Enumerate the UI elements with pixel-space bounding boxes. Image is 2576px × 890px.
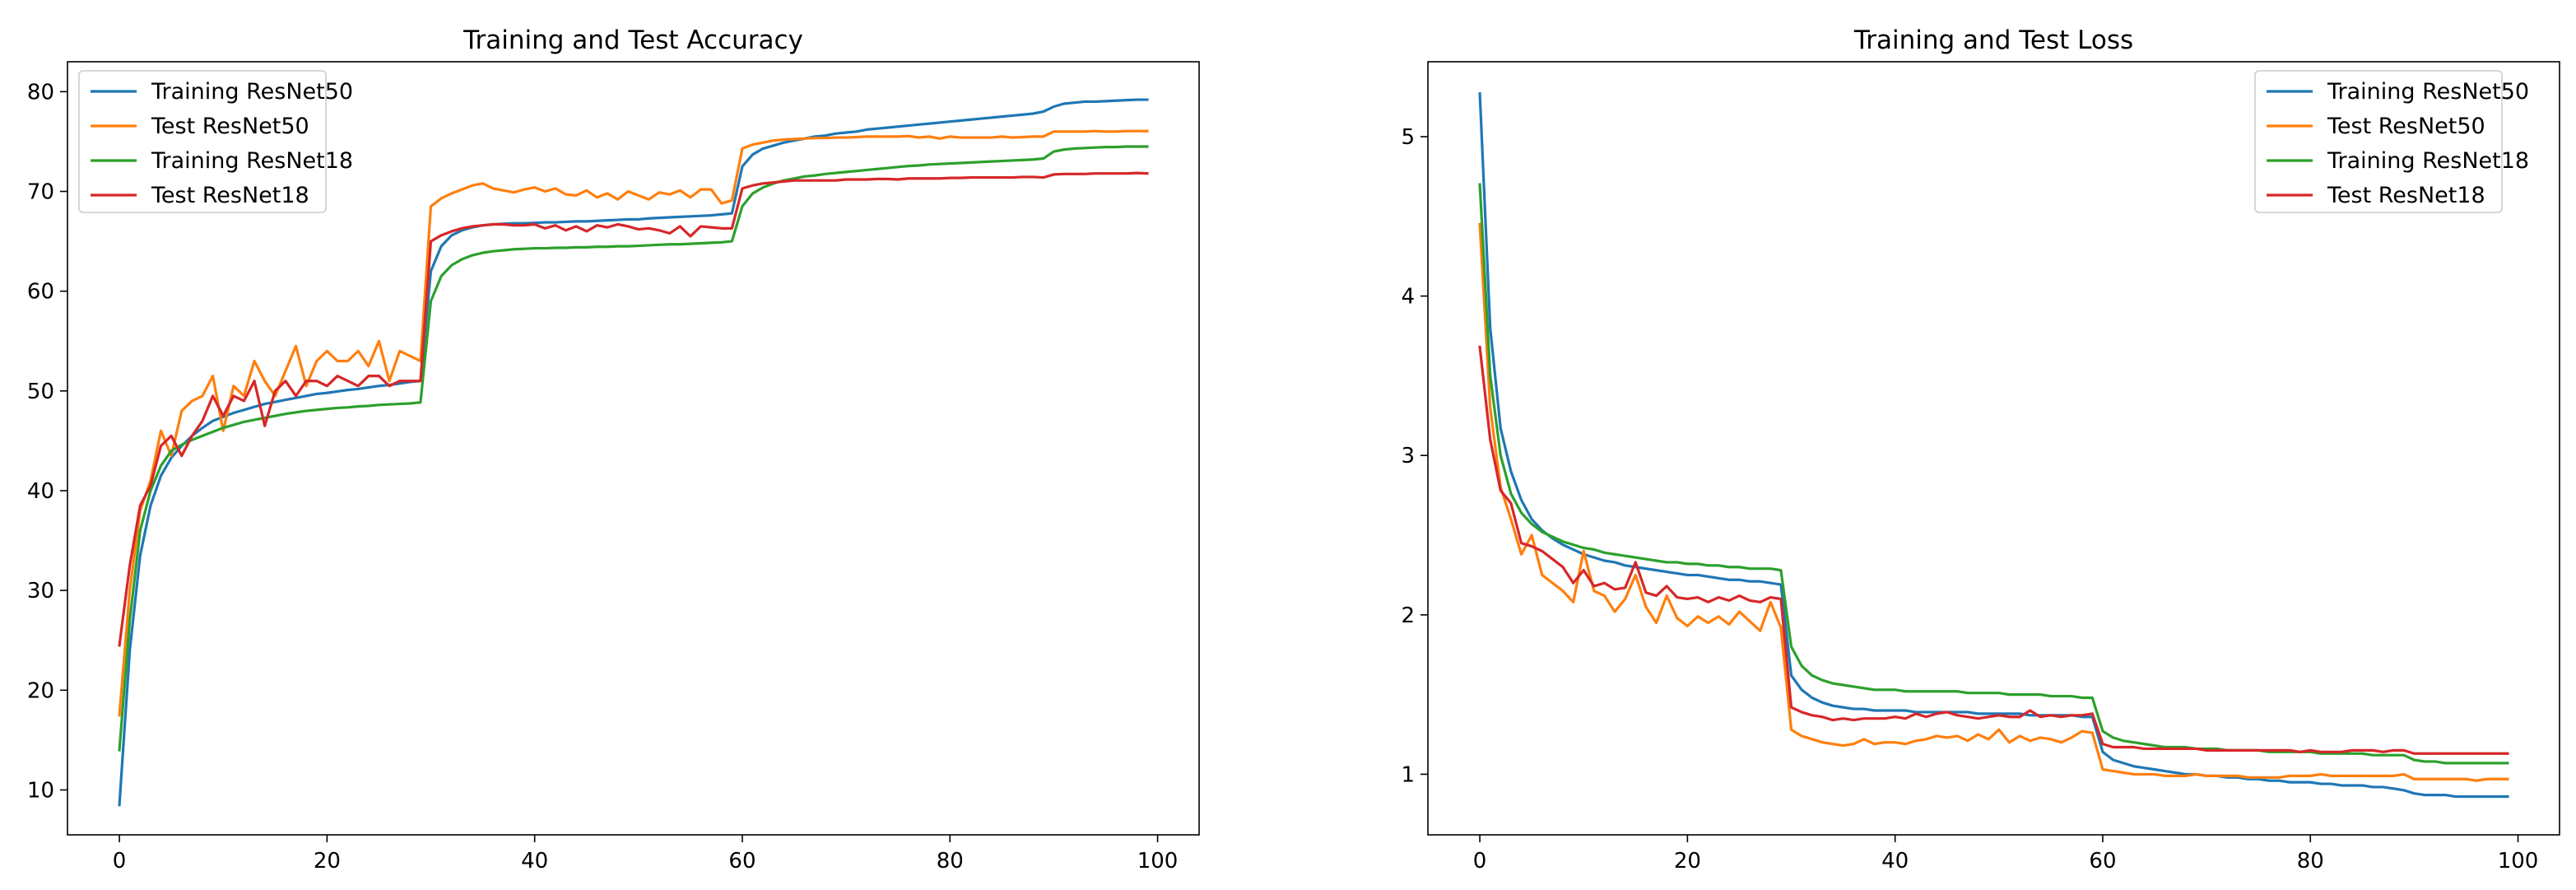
y-tick-label: 40 [27,479,54,504]
legend: Training ResNet50 Test ResNet50 Training R… [78,70,353,213]
legend-box [78,70,327,213]
y-tick-label: 20 [27,678,54,703]
x-tick-label: 100 [1137,849,1179,874]
chart-title: Training and Test Loss [1853,26,2133,55]
x-tick-label: 0 [113,849,127,874]
legend-label: Training ResNet18 [151,148,353,174]
legend-label: Training ResNet50 [2327,79,2529,105]
legend: Training ResNet50 Test ResNet50 Training R… [2254,70,2529,213]
y-tick-label: 2 [1401,603,1415,628]
y-tick-label: 80 [27,80,54,105]
x-tick-label: 40 [521,849,548,874]
series-line-test-resnet18 [118,171,1149,647]
x-tick-label: 0 [1473,849,1487,874]
x-tick-label: 20 [1674,849,1701,874]
legend-label: Test ResNet50 [151,114,309,139]
series-line-training-resnet50 [1478,92,2509,799]
y-tick-label: 1 [1401,762,1415,787]
y-tick-label: 50 [27,380,54,404]
y-tick-label: 30 [27,579,54,603]
legend-label: Training ResNet18 [2327,148,2529,174]
series-line-training-resnet18 [118,145,1149,752]
legend-box [2254,70,2503,213]
x-tick-label: 100 [2498,849,2539,874]
y-tick-label: 4 [1401,285,1415,310]
legend-label: Test ResNet18 [2327,183,2485,208]
legend-label: Test ResNet50 [2327,114,2485,139]
plot-frame [67,61,1200,836]
y-tick-label: 10 [27,778,54,803]
x-tick-label: 20 [314,849,341,874]
x-tick-label: 80 [937,849,964,874]
accuracy-chart: Training and Test Accuracy 0 20 40 60 80 100 10… [27,26,1200,874]
legend-label: Test ResNet18 [151,183,309,208]
series-line-test-resnet50 [1478,222,2509,782]
x-tick-label: 40 [1881,849,1909,874]
series-line-training-resnet18 [1478,183,2509,765]
legend-label: Training ResNet50 [151,79,353,105]
series-line-training-resnet50 [118,98,1149,807]
y-tick-label: 3 [1401,444,1415,468]
x-tick-label: 60 [728,849,756,874]
plot-frame [1427,61,2560,836]
y-tick-label: 70 [27,180,54,205]
chart-title: Training and Test Accuracy [463,26,803,55]
x-tick-label: 80 [2297,849,2324,874]
x-tick-label: 60 [2089,849,2116,874]
y-tick-label: 5 [1401,125,1415,150]
loss-chart: Training and Test Loss 0 20 40 60 80 100 1 2 3 4 5 T… [1401,26,2560,874]
series-line-test-resnet18 [1478,345,2509,755]
series-line-test-resnet50 [118,129,1149,717]
y-tick-label: 60 [27,280,54,305]
